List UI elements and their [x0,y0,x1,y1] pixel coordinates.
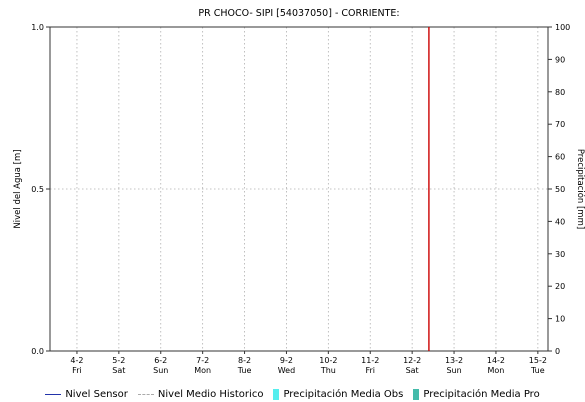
x-tick-day-label: Thu [320,366,336,375]
x-tick-day-label: Wed [278,366,295,375]
y-tick-label: 1.0 [31,23,44,32]
legend: Nivel Sensor Nivel Medio Historico Preci… [0,386,585,402]
y2-tick-label: 90 [555,55,565,64]
x-tick-day-label: Tue [237,366,252,375]
legend-label: Precipitación Media Pro [423,388,540,400]
legend-item-nivel-sensor: Nivel Sensor [45,389,128,400]
x-tick-day-label: Sat [406,366,419,375]
legend-item-nivel-medio-historico: Nivel Medio Historico [137,388,264,400]
y2-tick-label: 20 [555,282,565,291]
x-axis: 4-2Fri5-2Sat6-2Sun7-2Mon8-2Tue9-2Wed10-2… [70,351,547,375]
y2-tick-label: 80 [555,88,565,97]
x-tick-day-label: Sun [153,366,168,375]
y2-tick-label: 100 [555,23,570,32]
legend-label: Nivel Sensor [65,388,128,400]
legend-label: Nivel Medio Historico [157,388,264,400]
legend-swatch-bar-pro [413,388,420,400]
legend-swatch-solid-line [45,393,62,395]
y2-axis-title: Precipitación [mm] [575,149,585,229]
x-tick-date-label: 12-2 [403,356,421,365]
x-tick-day-label: Tue [530,366,545,375]
x-tick-day-label: Sat [112,366,125,375]
x-tick-day-label: Sun [446,366,461,375]
x-tick-date-label: 15-2 [529,356,547,365]
chart-title: PR CHOCO- SIPI [54037050] - CORRIENTE: [198,8,399,19]
legend-swatch-dashed-line [137,393,154,395]
x-tick-date-label: 4-2 [70,356,83,365]
legend-label: Precipitación Media Obs [283,388,404,400]
y2-tick-label: 10 [555,315,565,324]
y2-tick-label: 40 [555,217,565,226]
grid [50,27,548,351]
right-axis: 0 10 20 30 40 50 60 70 80 90 100 [548,23,570,356]
left-axis: 0.0 0.5 1.0 [31,23,50,356]
x-tick-date-label: 7-2 [196,356,209,365]
x-tick-date-label: 10-2 [319,356,337,365]
x-tick-day-label: Mon [194,366,211,375]
x-tick-day-label: Fri [72,366,82,375]
y2-tick-label: 0 [555,347,560,356]
y2-tick-label: 70 [555,120,565,129]
y2-tick-label: 60 [555,153,565,162]
legend-item-precipitacion-media-pro: Precipitación Media Pro [413,388,540,400]
x-tick-date-label: 14-2 [487,356,505,365]
y2-tick-label: 30 [555,250,565,259]
y-tick-label: 0.0 [31,347,44,356]
y-axis-title: Nivel del Agua [m] [13,149,23,228]
legend-item-precipitacion-media-obs: Precipitación Media Obs [273,388,404,400]
x-tick-date-label: 6-2 [154,356,167,365]
y-tick-label: 0.5 [31,185,44,194]
x-tick-day-label: Mon [488,366,505,375]
x-tick-date-label: 13-2 [445,356,463,365]
x-tick-date-label: 11-2 [361,356,379,365]
x-tick-date-label: 8-2 [238,356,251,365]
x-tick-date-label: 9-2 [280,356,293,365]
x-tick-day-label: Fri [365,366,375,375]
x-tick-date-label: 5-2 [112,356,125,365]
y2-tick-label: 50 [555,185,565,194]
legend-swatch-bar-obs [273,388,280,400]
